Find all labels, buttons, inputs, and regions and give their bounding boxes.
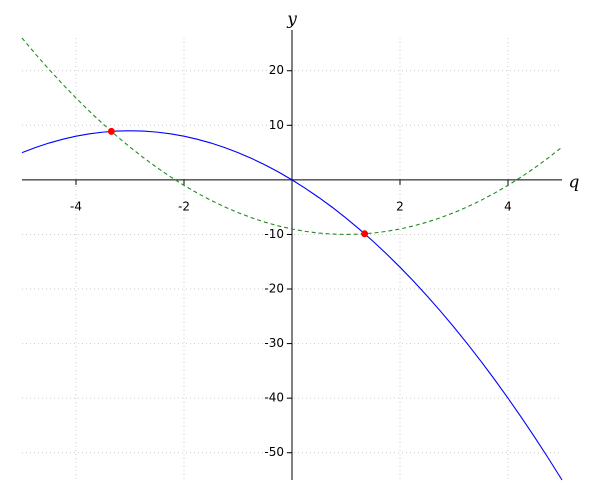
y-tick-label: -20 (264, 282, 284, 296)
y-tick-label: 10 (269, 118, 284, 132)
x-tick-label: 4 (504, 199, 512, 213)
point (107, 127, 115, 135)
y-tick-label: -50 (264, 445, 284, 459)
x-tick-label: -4 (70, 199, 82, 213)
curve (21, 37, 563, 235)
x-axis-label: q (569, 173, 580, 193)
y-tick-label: 20 (269, 63, 284, 77)
point (361, 230, 369, 238)
x-tick-label: 2 (396, 199, 404, 213)
y-tick-label: -10 (264, 227, 284, 241)
y-tick-label: -40 (264, 391, 284, 405)
y-tick-label: -30 (264, 336, 284, 350)
x-tick-label: -2 (178, 199, 190, 213)
y-axis-label: y (286, 10, 297, 30)
